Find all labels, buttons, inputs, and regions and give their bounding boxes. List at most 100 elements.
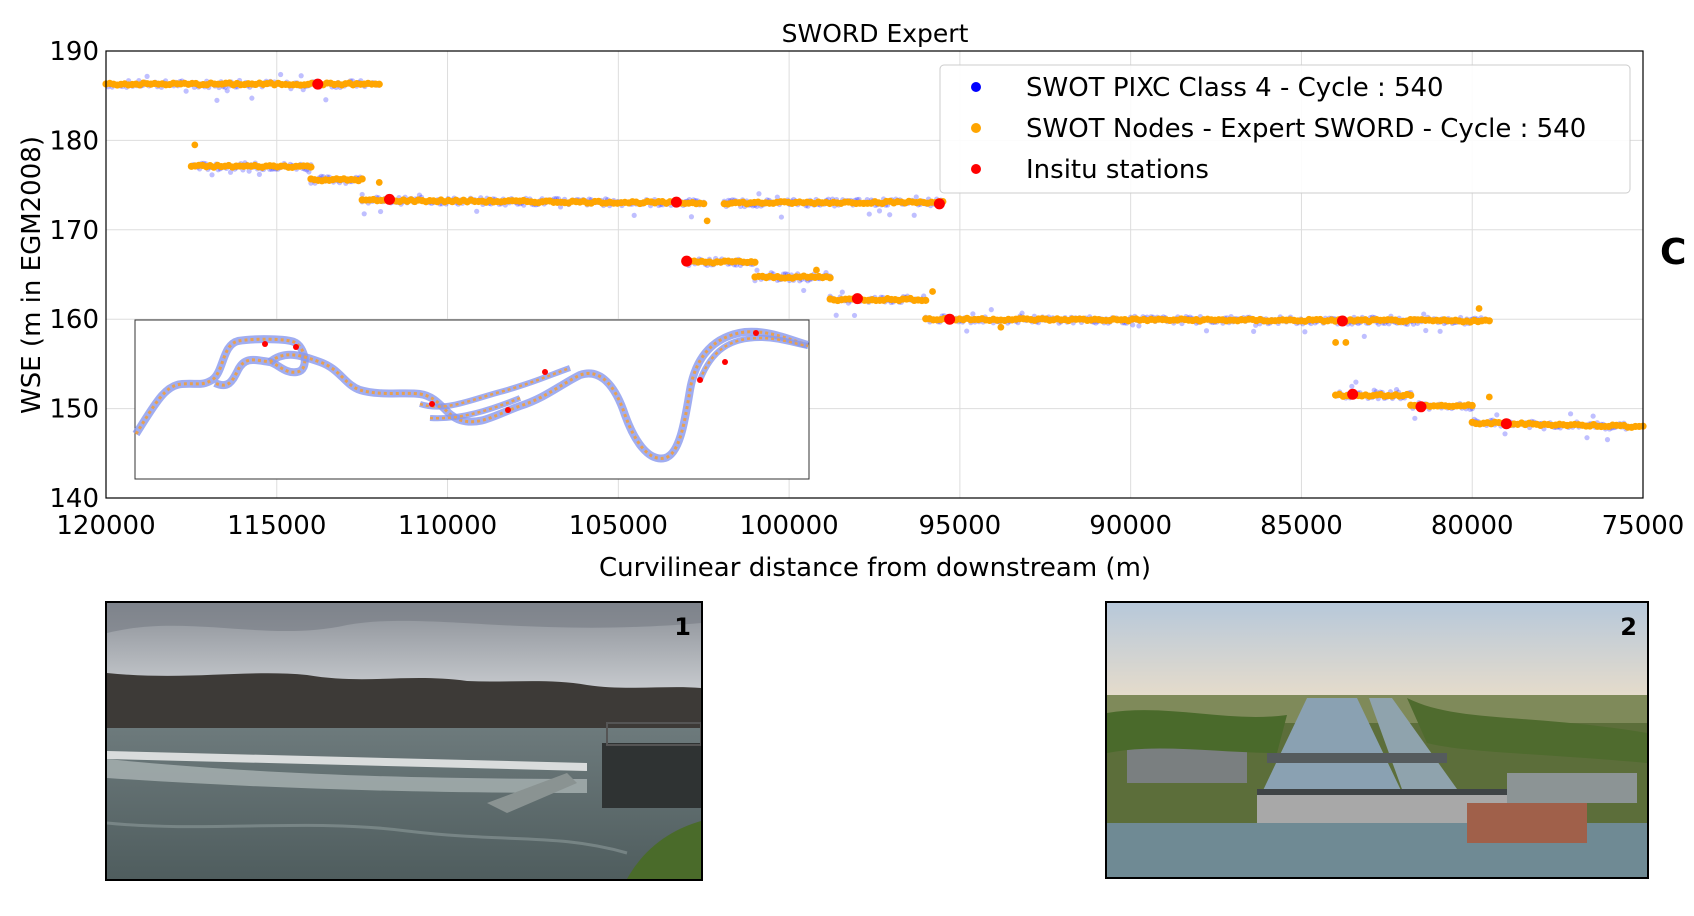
pixc-point <box>801 287 807 294</box>
photo-number-1: 1 <box>674 613 691 641</box>
pixc-point <box>183 88 189 94</box>
pixc-point <box>209 172 215 178</box>
insitu-station-point <box>851 293 863 305</box>
node-point <box>922 296 930 304</box>
pixc-point <box>1567 411 1574 417</box>
legend-marker-insitu <box>971 164 981 174</box>
photo-weir: 1 <box>105 601 703 881</box>
legend-label-pixc: SWOT PIXC Class 4 - Cycle : 540 <box>1026 73 1444 103</box>
x-tick-label: 75000 <box>1602 511 1685 541</box>
node-point <box>358 175 366 183</box>
pixc-point <box>278 71 284 78</box>
dam-image <box>1107 603 1647 877</box>
insitu-station-point <box>1347 388 1359 400</box>
pixc-point <box>249 95 255 101</box>
pixc-point <box>1019 310 1025 316</box>
pixc-point <box>1604 437 1611 443</box>
pixc-point <box>833 312 839 318</box>
insitu-series <box>312 78 1512 430</box>
photo-number-2: 2 <box>1620 613 1637 641</box>
pixc-point <box>1136 323 1142 329</box>
node-point <box>997 323 1005 331</box>
pixc-point <box>1423 327 1429 334</box>
x-tick-label: 120000 <box>56 511 155 541</box>
y-tick-label: 190 <box>49 37 99 67</box>
pixc-point <box>416 192 423 198</box>
legend-label-nodes: SWOT Nodes - Expert SWORD - Cycle : 540 <box>1026 114 1586 144</box>
pixc-point <box>688 214 695 220</box>
chart: 120000 115000 110000 105000 100000 95000 90000… <box>17 19 1685 583</box>
x-tick-label: 115000 <box>227 511 326 541</box>
pixc-point <box>1421 311 1427 317</box>
node-point <box>813 266 820 274</box>
pixc-point <box>1494 412 1500 418</box>
y-tick-label: 150 <box>49 395 99 425</box>
pixc-point <box>323 97 329 103</box>
node-point <box>307 163 315 171</box>
legend: SWOT PIXC Class 4 - Cycle : 540 SWOT Nod… <box>939 64 1631 194</box>
x-tick-label: 110000 <box>398 511 497 541</box>
pixc-point <box>1393 386 1400 393</box>
y-axis-label: WSE (m in EGM2008) <box>17 136 47 414</box>
pixc-point <box>256 171 263 177</box>
pixc-point <box>1412 415 1418 421</box>
node-point <box>1332 339 1339 346</box>
pixc-point <box>876 208 883 214</box>
pixc-point <box>474 208 480 214</box>
pixc-point <box>778 214 785 220</box>
pixc-point <box>214 97 220 103</box>
pixc-point <box>913 194 919 200</box>
pixc-point <box>1203 328 1210 334</box>
pixc-point <box>1584 435 1590 441</box>
y-tick-label: 170 <box>49 216 99 246</box>
node-point <box>375 179 383 186</box>
insitu-station-point <box>681 255 693 267</box>
insitu-station-point <box>1415 401 1427 413</box>
insitu-station-point <box>1500 418 1512 430</box>
insitu-station-point <box>944 313 956 325</box>
pixc-point <box>1371 387 1377 393</box>
pixc-point <box>631 212 637 218</box>
x-tick-label: 105000 <box>569 511 668 541</box>
pixc-point <box>754 267 760 273</box>
insitu-station-point <box>933 198 945 210</box>
node-point <box>700 200 708 208</box>
pixc-point <box>361 211 367 217</box>
insitu-station-point <box>383 193 395 205</box>
pixc-point <box>144 73 150 80</box>
insitu-station-point <box>1336 315 1348 327</box>
pixc-point <box>887 212 893 218</box>
x-tick-label: 80000 <box>1431 511 1514 541</box>
x-axis-label: Curvilinear distance from downstream (m) <box>599 553 1151 583</box>
node-point <box>1342 339 1350 346</box>
photo-dam: 2 <box>1105 601 1649 879</box>
node-point <box>751 258 759 266</box>
insitu-station-point <box>670 196 682 208</box>
node-point <box>826 274 834 282</box>
legend-marker-pixc <box>971 82 981 92</box>
insitu-station-point <box>312 78 324 90</box>
pixc-point <box>298 73 304 79</box>
pixc-point <box>1130 322 1136 328</box>
node-point <box>1468 401 1476 410</box>
chart-title: SWORD Expert <box>782 19 969 48</box>
nodes-series <box>102 79 1647 431</box>
panel-letter: C <box>1660 232 1687 273</box>
legend-marker-nodes <box>971 123 981 133</box>
x-tick-label: 100000 <box>739 511 838 541</box>
node-point <box>1485 393 1493 401</box>
pixc-point <box>1361 333 1367 339</box>
x-tick-label: 85000 <box>1260 511 1343 541</box>
x-tick-label: 95000 <box>919 511 1002 541</box>
pixc-point <box>1353 379 1359 385</box>
pixc-point <box>1251 328 1257 335</box>
node-point <box>1475 305 1483 312</box>
plot-frame <box>105 50 1644 499</box>
y-tick-label: 140 <box>49 484 99 514</box>
node-point <box>1485 317 1493 325</box>
node-point <box>929 288 936 295</box>
pixc-point <box>1349 383 1355 389</box>
y-tick-labels: 140 150 160 170 180 190 <box>49 37 99 514</box>
y-tick-label: 160 <box>49 305 99 335</box>
node-point <box>703 217 711 225</box>
